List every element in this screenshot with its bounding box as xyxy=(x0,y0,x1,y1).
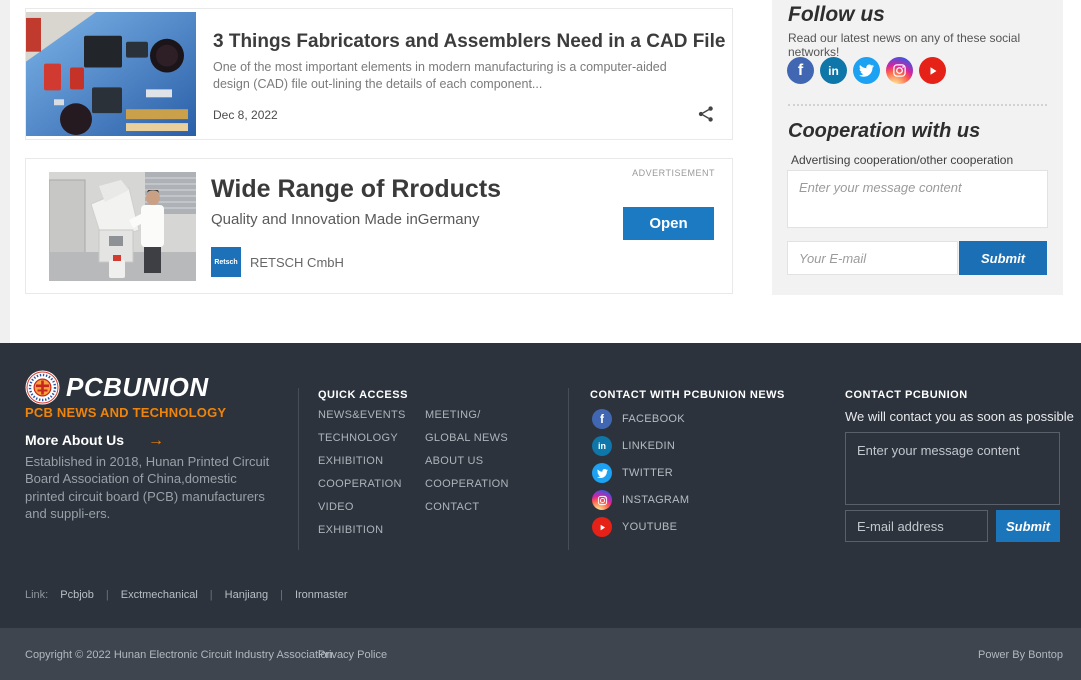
link-separator: | xyxy=(105,589,109,601)
power-by-text: Power By Bontop xyxy=(978,649,1063,661)
footer-link-meeting[interactable]: MEETING/ xyxy=(425,409,481,421)
quick-access-col2: MEETING/ GLOBAL NEWS ABOUT US COOPERATIO… xyxy=(425,409,509,524)
follow-us-subtitle: Read our latest news on any of these soc… xyxy=(788,31,1021,59)
linkedin-label: LINKEDIN xyxy=(622,440,676,452)
footer-link-cooperation[interactable]: COOPERATION xyxy=(318,478,402,490)
facebook-label: FACEBOOK xyxy=(622,413,685,425)
cooperation-message-input[interactable] xyxy=(787,170,1048,228)
cooperation-title: Cooperation with us xyxy=(788,120,981,142)
link-separator: | xyxy=(280,589,283,601)
contact-message-input[interactable] xyxy=(845,432,1060,505)
article-thumbnail-circuit-board[interactable] xyxy=(26,12,196,136)
sidebar-panel: Follow us Read our latest news on any of… xyxy=(772,0,1063,295)
facebook-icon: f xyxy=(592,409,612,429)
footer-linkedin-link[interactable]: in LINKEDIN xyxy=(592,436,689,456)
footer-instagram-link[interactable]: INSTAGRAM xyxy=(592,490,689,510)
ad-brand-name: RETSCH CmbH xyxy=(250,254,344,270)
social-icons-row: f in xyxy=(787,57,946,84)
linkedin-icon: in xyxy=(592,436,612,456)
follow-us-title: Follow us xyxy=(788,3,885,26)
quick-access-col1: NEWS&EVENTS TECHNOLOGY EXHIBITION COOPER… xyxy=(318,409,406,547)
more-about-us-link[interactable]: More About Us → xyxy=(25,432,164,450)
contact-news-title: CONTACT WITH PCBUNION NEWS xyxy=(590,389,785,401)
sidebar-divider xyxy=(788,104,1047,106)
footer-youtube-link[interactable]: YOUTUBE xyxy=(592,517,689,537)
ad-thumbnail-lab[interactable] xyxy=(49,172,196,281)
link-pcbjob[interactable]: Pcbjob xyxy=(60,589,94,601)
ad-brand-row: Retsch RETSCH CmbH xyxy=(211,247,344,277)
twitter-icon[interactable] xyxy=(853,57,880,84)
twitter-icon xyxy=(592,463,612,483)
footer-link-global-news[interactable]: GLOBAL NEWS xyxy=(425,432,508,444)
pcbunion-logo xyxy=(25,370,60,405)
link-separator: | xyxy=(209,589,213,601)
footer-link-contact[interactable]: CONTACT xyxy=(425,501,480,513)
ad-card: ADVERTISEMENT Wide Range of Rroducts Qua… xyxy=(25,158,733,294)
cooperation-submit-button[interactable]: Submit xyxy=(959,241,1047,275)
footer-divider-2 xyxy=(568,388,569,550)
article-date: Dec 8, 2022 xyxy=(213,108,278,122)
cooperation-subtitle: Advertising cooperation/other cooperatio… xyxy=(791,153,1014,167)
article-card: 3 Things Fabricators and Assemblers Need… xyxy=(25,8,733,140)
share-icon[interactable] xyxy=(696,104,716,124)
privacy-police-link[interactable]: Privacy Police xyxy=(318,649,388,661)
link-ironmaster[interactable]: Ironmaster xyxy=(294,589,348,601)
footer-link-technology[interactable]: TECHNOLOGY xyxy=(318,432,399,444)
contact-email-input[interactable] xyxy=(845,510,988,542)
cooperation-email-input[interactable] xyxy=(787,241,958,275)
footer-link-cooperation-2[interactable]: COOPERATION xyxy=(425,478,509,490)
footer-link-video[interactable]: VIDEO xyxy=(318,501,354,513)
article-title[interactable]: 3 Things Fabricators and Assemblers Need… xyxy=(213,31,726,52)
footer-facebook-link[interactable]: f FACEBOOK xyxy=(592,409,689,429)
quick-access-title: QUICK ACCESS xyxy=(318,389,408,401)
footer-link-about-us[interactable]: ABOUT US xyxy=(425,455,484,467)
site-footer: PCBUNION PCB NEWS AND TECHNOLOGY More Ab… xyxy=(0,343,1081,680)
footer-link-news-events[interactable]: NEWS&EVENTS xyxy=(318,409,406,421)
arrow-right-icon: → xyxy=(148,432,165,449)
copyright-bar: Copyright © 2022 Hunan Electronic Circui… xyxy=(0,628,1081,680)
youtube-icon xyxy=(592,517,612,537)
ad-open-button[interactable]: Open xyxy=(623,207,714,240)
link-exctmechanical[interactable]: Exctmechanical xyxy=(120,589,198,601)
contact-form-title: CONTACT PCBUNION xyxy=(845,389,968,401)
contact-submit-button[interactable]: Submit xyxy=(996,510,1060,542)
footer-about-text: Established in 2018, Hunan Printed Circu… xyxy=(25,454,270,521)
footer-divider-1 xyxy=(298,388,299,550)
retsch-logo: Retsch xyxy=(211,247,241,277)
link-hanjiang[interactable]: Hanjiang xyxy=(224,589,269,601)
contact-form-subtitle: We will contact you as soon as possible xyxy=(845,409,1074,424)
links-label: Link: xyxy=(25,589,49,601)
instagram-label: INSTAGRAM xyxy=(622,494,690,506)
footer-tagline: PCB NEWS AND TECHNOLOGY xyxy=(25,405,227,420)
ad-label: ADVERTISEMENT xyxy=(632,168,715,178)
footer-link-exhibition-2[interactable]: EXHIBITION xyxy=(318,524,384,536)
linkedin-icon[interactable]: in xyxy=(820,57,847,84)
footer-link-exhibition[interactable]: EXHIBITION xyxy=(318,455,384,467)
footer-brand-name: PCBUNION xyxy=(66,372,209,402)
partner-links-row: Link: Pcbjob | Exctmechanical | Hanjiang… xyxy=(25,589,348,601)
contact-news-list: f FACEBOOK in LINKEDIN TWITTER INSTAGRAM xyxy=(592,409,689,544)
instagram-icon[interactable] xyxy=(886,57,913,84)
youtube-icon[interactable] xyxy=(919,57,946,84)
page-left-margin xyxy=(0,0,10,343)
article-excerpt: One of the most important elements in mo… xyxy=(213,60,667,91)
copyright-text: Copyright © 2022 Hunan Electronic Circui… xyxy=(25,649,333,661)
youtube-label: YOUTUBE xyxy=(622,521,678,533)
twitter-label: TWITTER xyxy=(622,467,673,479)
more-about-us-label: More About Us xyxy=(25,432,125,448)
instagram-icon xyxy=(592,490,612,510)
ad-subtitle: Quality and Innovation Made inGermany xyxy=(211,211,480,228)
ad-title: Wide Range of Rroducts xyxy=(211,175,502,203)
footer-twitter-link[interactable]: TWITTER xyxy=(592,463,689,483)
facebook-icon[interactable]: f xyxy=(787,57,814,84)
